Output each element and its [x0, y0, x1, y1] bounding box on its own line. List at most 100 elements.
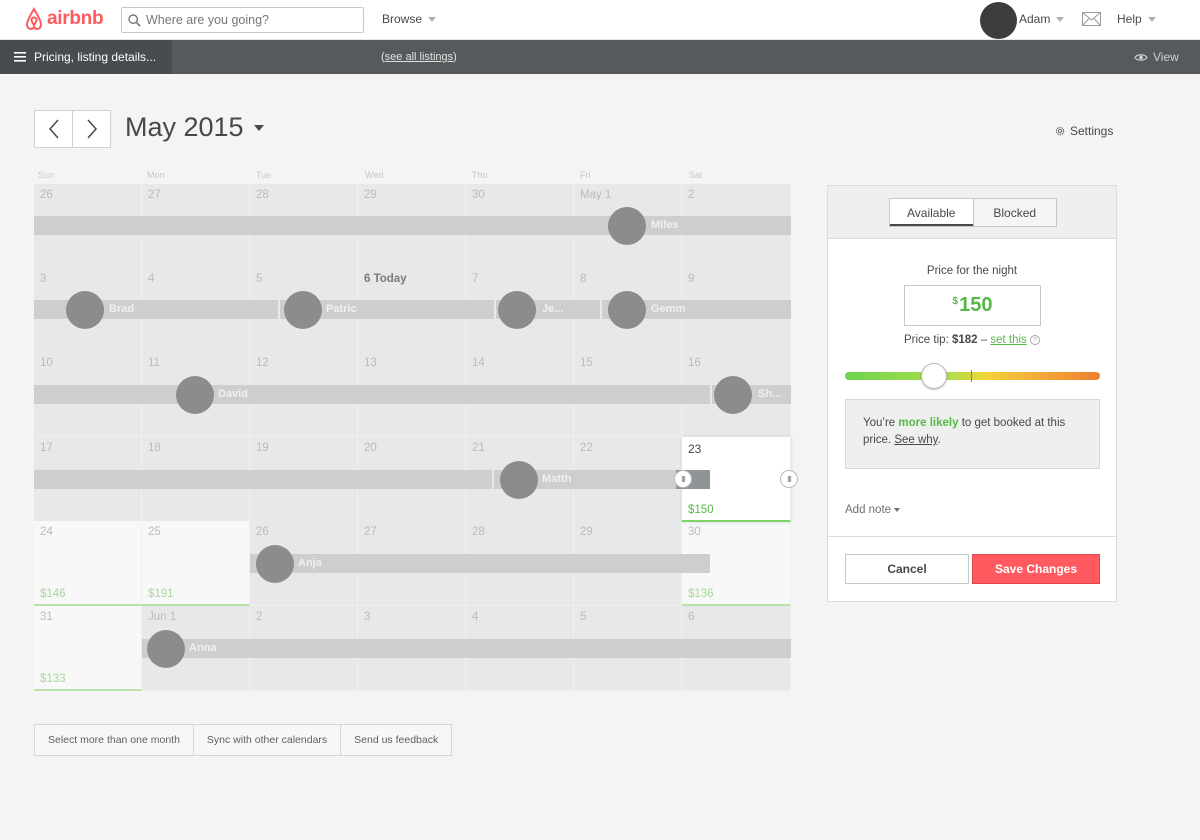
calendar-actions: Select more than one month Sync with oth… [34, 724, 453, 756]
airbnb-logo[interactable]: airbnb [24, 7, 104, 31]
user-menu[interactable]: Adam [1019, 12, 1065, 26]
user-name: Adam [1019, 12, 1051, 26]
guest-avatar[interactable] [176, 376, 214, 414]
day-number: Jun 1 [148, 611, 177, 623]
day-number: 30 [688, 526, 701, 538]
messages-button[interactable] [1082, 12, 1101, 31]
chevron-down-icon [1056, 16, 1065, 22]
day-number: 7 [472, 273, 479, 285]
available-tab[interactable]: Available [890, 199, 974, 226]
date-edit-panel: Available Blocked Price for the night $ … [827, 185, 1117, 602]
reservation-bar[interactable] [34, 216, 791, 235]
date-range-drag-handle[interactable]: III [780, 470, 798, 488]
calendar-day-cell[interactable]: 31 $133 [34, 606, 142, 691]
date-range-drag-handle[interactable]: III [674, 470, 692, 488]
day-number: 5 [256, 273, 263, 285]
view-label: View [1153, 50, 1179, 64]
day-number: 31 [40, 611, 53, 623]
reservation-bar[interactable] [250, 554, 710, 573]
select-multiple-months-button[interactable]: Select more than one month [35, 725, 194, 755]
day-number: 19 [256, 442, 269, 454]
day-number: 8 [580, 273, 587, 285]
next-month-button[interactable] [73, 111, 110, 147]
help-icon[interactable]: ? [1030, 335, 1040, 345]
listing-menu-label: Pricing, listing details... [34, 50, 157, 64]
listing-menu-button[interactable]: Pricing, listing details... [0, 40, 172, 74]
add-note-button[interactable]: Add note [845, 504, 901, 516]
save-changes-button[interactable]: Save Changes [972, 554, 1100, 584]
day-number: 28 [472, 526, 485, 538]
help-menu[interactable]: Help [1117, 12, 1156, 26]
availability-toggle: Available Blocked [889, 198, 1057, 227]
reservation-bar[interactable] [602, 300, 791, 319]
guest-name: Sh... [758, 388, 782, 400]
guest-name: Anja [298, 557, 322, 569]
day-number: 12 [256, 357, 269, 369]
guest-name: Gemm [651, 303, 686, 315]
view-listing-link[interactable]: View [1134, 50, 1179, 64]
day-number: 21 [472, 442, 485, 454]
day-number: 13 [364, 357, 377, 369]
price-slider[interactable] [845, 363, 1100, 389]
reservation-bar[interactable] [494, 470, 710, 489]
guest-avatar[interactable] [608, 291, 646, 329]
day-number: 27 [364, 526, 377, 538]
price-slider-handle[interactable] [921, 363, 947, 389]
guest-avatar[interactable] [608, 207, 646, 245]
search-input[interactable] [146, 13, 346, 27]
envelope-icon [1082, 12, 1101, 26]
price-label: Price for the night [926, 265, 1018, 277]
day-number: 27 [148, 189, 161, 201]
reservation-bar[interactable] [34, 385, 710, 404]
eye-icon [1134, 53, 1148, 61]
user-avatar[interactable] [980, 2, 1017, 39]
guest-avatar[interactable] [147, 630, 185, 668]
guest-avatar[interactable] [66, 291, 104, 329]
day-number: 17 [40, 442, 53, 454]
set-this-link[interactable]: set this [990, 334, 1027, 346]
guest-avatar[interactable] [256, 545, 294, 583]
send-feedback-button[interactable]: Send us feedback [354, 734, 439, 746]
guest-avatar[interactable] [500, 461, 538, 499]
reservation-bar[interactable] [142, 639, 791, 658]
cancel-button[interactable]: Cancel [845, 554, 969, 584]
day-number: 20 [364, 442, 377, 454]
sync-calendars-button[interactable]: Sync with other calendars [194, 725, 342, 755]
day-number: 14 [472, 357, 485, 369]
calendar-day-cell[interactable]: 25 $191 [142, 521, 250, 606]
prev-month-button[interactable] [35, 111, 73, 147]
chevron-down-icon [1147, 16, 1156, 22]
guest-name: Brad [109, 303, 135, 315]
search-box[interactable] [121, 7, 364, 33]
settings-button[interactable]: Settings [1054, 124, 1113, 138]
availability-header: Available Blocked [828, 186, 1116, 239]
guest-name: Je... [542, 303, 564, 315]
day-price: $136 [688, 588, 714, 600]
nightly-price-input[interactable]: $ 150 [904, 285, 1041, 326]
reservation-bar[interactable] [34, 470, 492, 489]
day-number: 11 [148, 357, 160, 369]
day-number: 22 [580, 442, 593, 454]
day-number: 2 [256, 611, 263, 623]
guest-avatar[interactable] [714, 376, 752, 414]
calendar-day-cell[interactable]: 24 $146 [34, 521, 142, 606]
chevron-down-icon [428, 16, 437, 22]
calendar-day-cell[interactable]: 30 $136 [682, 521, 791, 606]
guest-avatar[interactable] [284, 291, 322, 329]
guest-avatar[interactable] [498, 291, 536, 329]
day-number: 23 [688, 442, 702, 456]
day-number: 3 [364, 611, 371, 623]
day-number: 15 [580, 357, 593, 369]
chevron-down-icon [253, 124, 264, 131]
blocked-tab[interactable]: Blocked [993, 205, 1037, 220]
see-all-listings-link[interactable]: (see all listings) [381, 51, 457, 63]
month-selector[interactable]: May 2015 [125, 112, 264, 143]
reservation-bar[interactable] [358, 300, 494, 319]
month-title: May 2015 [125, 112, 244, 142]
day-number: May 1 [580, 189, 612, 201]
see-why-link[interactable]: See why [894, 434, 938, 446]
search-icon [128, 13, 141, 27]
day-number: 26 [256, 526, 269, 538]
browse-menu[interactable]: Browse [382, 12, 437, 26]
day-number: 9 [688, 273, 695, 285]
